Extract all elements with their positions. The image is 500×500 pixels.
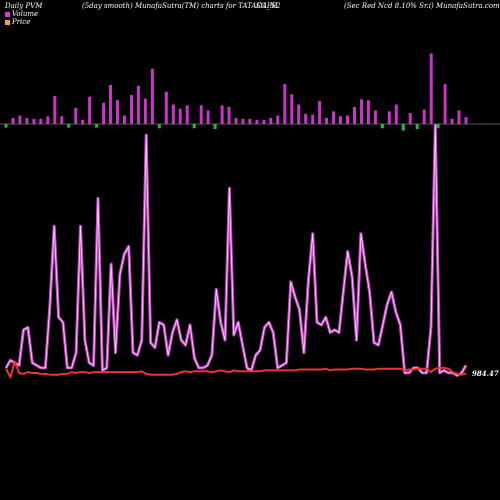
- volume-bar: [88, 96, 92, 124]
- volume-bar: [67, 124, 71, 128]
- volume-bar: [164, 91, 168, 124]
- volume-bar: [11, 118, 15, 124]
- volume-bar: [297, 104, 301, 125]
- volume-bar: [457, 110, 461, 124]
- legend-price-label: Price: [12, 18, 31, 26]
- volume-bar: [32, 118, 36, 124]
- chart-header-title: (5day smooth) MunafaSutra(TM) charts for…: [82, 2, 278, 10]
- volume-bar: [360, 99, 363, 124]
- legend-volume-label: Volume: [12, 10, 39, 18]
- volume-bar: [178, 108, 182, 124]
- volume-bar: [248, 118, 252, 124]
- volume-bar: [373, 110, 377, 124]
- volume-bar: [46, 116, 50, 124]
- last-price-label: 984.47: [472, 369, 499, 378]
- volume-bar: [157, 124, 161, 129]
- volume-bar: [192, 124, 196, 129]
- volume-bar: [290, 94, 294, 124]
- volume-bar: [199, 105, 203, 124]
- volume-bar: [25, 118, 29, 124]
- volume-bar: [332, 111, 336, 125]
- volume-bar: [143, 98, 147, 124]
- volume-bar: [241, 118, 245, 124]
- volume-bar: [269, 118, 273, 124]
- volume-bar: [185, 105, 189, 124]
- volume-bar: [255, 119, 259, 125]
- volume-bar: [150, 68, 154, 125]
- volume-bar: [394, 104, 398, 125]
- volume-bar: [130, 95, 133, 124]
- volume-bar: [401, 124, 405, 131]
- volume-bar: [311, 114, 315, 124]
- volume-bar: [81, 119, 85, 125]
- legend-price-swatch: [5, 19, 10, 25]
- volume-bar: [436, 124, 440, 129]
- volume-bar: [102, 102, 106, 125]
- volume-smooth-line: [4, 123, 468, 377]
- volume-bar: [276, 115, 280, 124]
- volume-bar: [95, 124, 99, 128]
- volume-bar: [39, 118, 43, 124]
- volume-smooth-line-highlight: [5, 124, 467, 376]
- volume-bar: [18, 115, 22, 124]
- volume-bar: [220, 105, 224, 124]
- volume-bar: [171, 104, 175, 125]
- volume-bar: [283, 84, 287, 124]
- volume-bar: [109, 84, 112, 124]
- volume-bar: [4, 124, 8, 128]
- volume-bar: [408, 113, 412, 125]
- volume-bar: [318, 101, 322, 124]
- volume-bar: [136, 85, 140, 125]
- volume-bar: [415, 124, 419, 129]
- volume-bar: [304, 113, 308, 124]
- volume-bar: [387, 111, 391, 125]
- volume-bar: [325, 118, 329, 124]
- volume-bar: [213, 124, 217, 129]
- volume-bar: [429, 53, 433, 124]
- volume-bar: [53, 96, 57, 125]
- volume-bar: [227, 107, 231, 124]
- volume-bar: [262, 119, 266, 125]
- volume-bar: [123, 115, 126, 124]
- price-line: [5, 360, 467, 379]
- volume-bar: [353, 107, 356, 124]
- volume-bar: [60, 116, 64, 124]
- volume-bar: [234, 118, 238, 124]
- chart-header-right: (Sec Red Ncd 8.10% Sr.i) MunafaSutra.com: [344, 2, 500, 10]
- legend-volume-swatch: [5, 11, 10, 17]
- volume-bar: [339, 116, 342, 124]
- volume-bar: [450, 118, 454, 124]
- volume-bar: [116, 100, 119, 124]
- volume-bars: [4, 53, 468, 131]
- volume-bar: [443, 84, 447, 124]
- volume-bar: [366, 100, 370, 124]
- volume-bar: [346, 115, 349, 124]
- chart-lines: [4, 123, 468, 379]
- volume-bar: [464, 117, 468, 124]
- volume-bar: [74, 107, 78, 124]
- chart-header-left: Daily PVM: [5, 2, 43, 10]
- volume-bar: [422, 109, 426, 124]
- legend-price: Price: [5, 18, 30, 26]
- volume-bar: [380, 124, 384, 129]
- legend-volume: Volume: [5, 10, 38, 18]
- volume-bar: [206, 110, 210, 124]
- chart-header-symbol-suffix: SG_N2: [256, 2, 281, 10]
